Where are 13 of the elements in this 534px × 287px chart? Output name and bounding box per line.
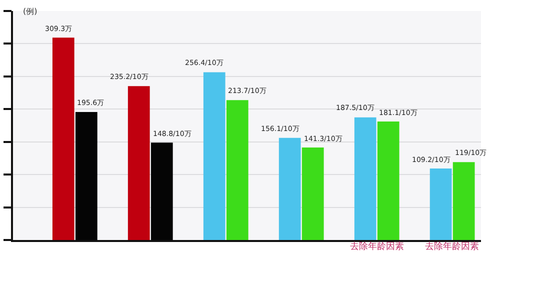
y-axis-title: (例) (23, 7, 38, 16)
bar (377, 122, 400, 240)
bar (430, 168, 452, 240)
bar (452, 162, 475, 240)
bar (354, 117, 376, 240)
bar (278, 138, 301, 240)
bar (52, 38, 74, 240)
bar (302, 148, 324, 240)
bar (226, 100, 248, 240)
bar (203, 72, 226, 240)
text: 去除年龄因素 (350, 241, 404, 252)
text: 去除年龄因素 (425, 241, 479, 252)
bar (128, 86, 150, 240)
